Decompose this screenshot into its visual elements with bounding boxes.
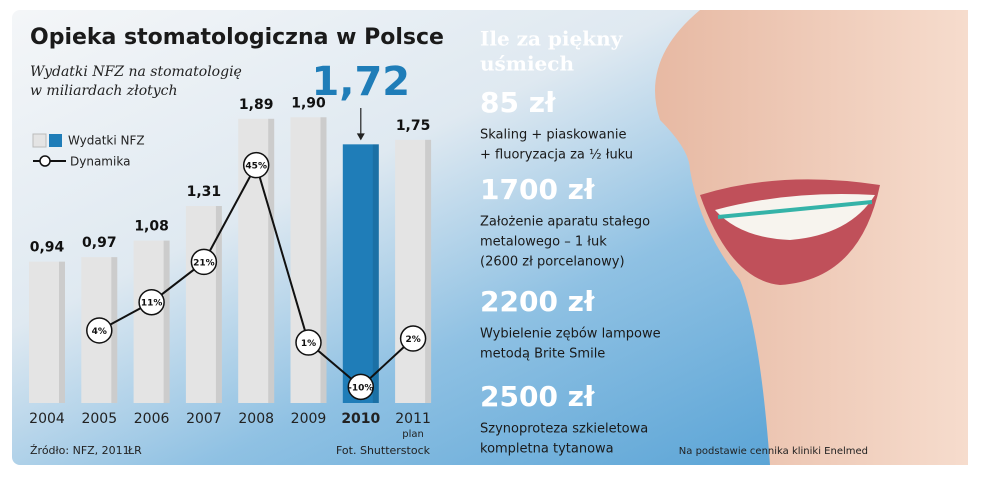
x-tick-label: 2009 [291,411,327,427]
price-description: metodą Brite Smile [480,347,605,362]
value-label-highlight: 1,72 [311,59,410,105]
point-label: 1% [301,339,316,349]
line-point [295,329,322,356]
value-label: 1,90 [291,95,326,111]
point-label: 11% [141,299,163,309]
line-point [399,325,427,352]
legend-swatch [49,134,62,147]
legend: Wydatki NFZ Dynamika [32,133,145,169]
point-label: -10% [348,383,373,393]
chart-title: Opieka stomatologiczna w Polsce [30,25,444,50]
author: ŁR [127,444,142,457]
bar-shade [59,261,65,403]
arrow-head [356,133,365,141]
x-tick-label: 2011 [395,411,431,427]
x-tick-label: 2007 [186,411,222,427]
bar [133,240,170,403]
bar [342,144,379,404]
subtitle: w miliardach złotych [30,83,178,99]
value-label: 0,94 [30,240,65,256]
price-description: (2600 zł porcelanowy) [480,255,625,270]
bar [29,261,65,403]
point-label: 21% [193,258,215,268]
line-point [190,248,218,276]
subtitle: Wydatki NFZ na stomatologię [30,64,242,80]
line-point [138,288,165,316]
x-tick-label: 2006 [134,411,170,427]
price: 2200 zł [480,285,595,318]
bar-shade [215,205,222,403]
bar-shade [268,118,275,404]
value-label: 1,75 [396,118,431,134]
x-tick-label: 2004 [29,411,65,427]
price-description: Szynoproteza szkieletowa [480,422,648,437]
bar-shade [372,144,379,404]
value-label: 1,31 [187,184,222,200]
price-description: + fluoryzacja za ½ łuku [480,148,633,163]
line-point [242,151,270,179]
bar [395,139,432,404]
price-description: metalowego – 1 łuk [480,235,607,250]
panel-title: Ile za piękny [480,27,624,51]
x-tick-note: plan [402,429,424,440]
point-label: 2% [405,335,420,345]
footnote: Na podstawie cennika kliniki Enelmed [679,446,868,457]
bar-shade [425,139,432,404]
legend-swatch [39,155,51,167]
panel-title: uśmiech [480,52,574,76]
bar-shade [111,257,118,403]
source: Źródło: NFZ, 2011 [30,444,130,457]
price-description: Skaling + piaskowanie [480,128,626,143]
line-point [86,317,113,344]
value-label: 1,08 [134,219,169,235]
photo-credit: Fot. Shutterstock [336,444,431,457]
x-tick-label: 2010 [341,411,380,427]
price: 2500 zł [480,380,595,413]
price: 85 zł [480,86,556,119]
bar-shade [163,240,170,403]
line-point [347,373,375,401]
point-label: 45% [245,162,267,172]
x-tick-label: 2008 [238,411,274,427]
price-description: kompletna tytanowa [480,442,614,457]
point-label: 4% [92,327,107,337]
bar-shade [320,117,327,404]
x-tick-label: 2005 [81,411,117,427]
price: 1700 zł [480,173,595,206]
legend-label: Wydatki NFZ [68,134,145,148]
legend-swatch [32,133,47,148]
value-label: 1,89 [239,97,274,113]
braces [717,200,873,219]
price-description: Wybielenie zębów lampowe [480,327,661,342]
legend-label: Dynamika [70,155,130,169]
price-description: Założenie aparatu stałego [480,215,650,230]
value-label: 0,97 [82,235,117,251]
